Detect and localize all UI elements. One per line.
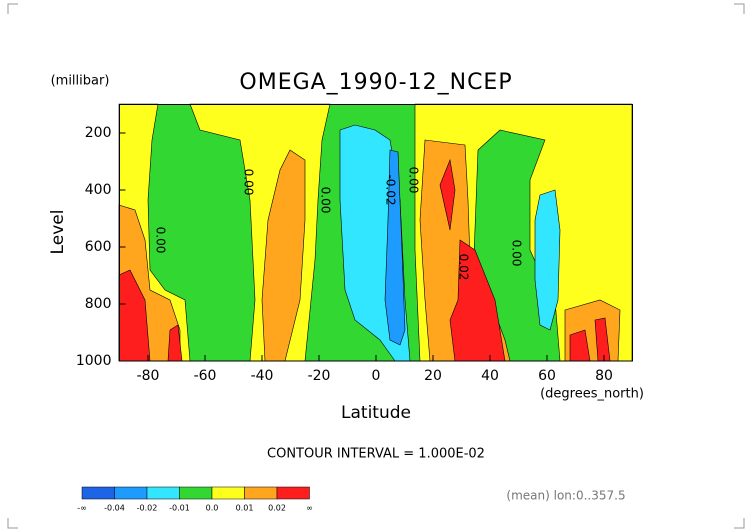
contour-interval: CONTOUR INTERVAL = 1.000E-02	[267, 447, 485, 462]
contour-label: -0.02	[384, 174, 398, 205]
footnote: (mean) lon:0..357.5	[506, 489, 625, 503]
colorbar-box	[114, 486, 148, 500]
crop-marks	[7, 3, 745, 529]
colorbar-label: 0.01	[236, 504, 254, 513]
contour-label: 0.00	[407, 167, 421, 194]
colorbar-label: -∞	[77, 504, 87, 513]
contour-region	[534, 189, 561, 331]
colorbar-box	[244, 486, 278, 500]
contour-region	[439, 158, 456, 231]
x-tick-label: 60	[538, 368, 556, 384]
colorbar-box	[276, 486, 310, 500]
y-tick-label: 600	[85, 239, 112, 255]
x-tick-label: 0	[372, 368, 381, 384]
contour-label: 0.02	[457, 254, 471, 281]
y-tick-label: 800	[85, 296, 112, 312]
colorbar-label: 0.0	[206, 504, 219, 513]
x-tick-label: -40	[251, 368, 274, 384]
contour-label: 0.00	[510, 240, 524, 267]
x-tick-label: -80	[137, 368, 160, 384]
colorbar-label: -0.02	[137, 504, 158, 513]
contour-label: 0.00	[319, 187, 333, 214]
x-tick-label: 40	[481, 368, 499, 384]
y-tick-label: 400	[85, 182, 112, 198]
colorbar-label: ∞	[306, 504, 313, 513]
x-tick-label: 20	[424, 368, 442, 384]
colorbar-box	[179, 486, 213, 500]
colorbar-box	[211, 486, 245, 500]
y-tick-label: 200	[85, 125, 112, 141]
x-tick-label: -60	[194, 368, 217, 384]
x-axis-label: Latitude	[341, 403, 411, 423]
contour-region	[384, 149, 406, 346]
y-tick-label: 1000	[76, 353, 112, 369]
x-tick-label: 80	[595, 368, 613, 384]
colorbar-label: -0.04	[104, 504, 125, 513]
chart-title: OMEGA_1990-12_NCEP	[239, 70, 512, 95]
x-tick-label: -20	[308, 368, 331, 384]
y-axis-label: Level	[48, 210, 68, 255]
y-unit: (millibar)	[51, 74, 110, 89]
colorbar-label: 0.02	[268, 504, 286, 513]
colorbar-label: -0.01	[169, 504, 190, 513]
contour-label: 0.00	[242, 169, 256, 196]
colorbar-box	[81, 486, 115, 500]
colorbar-box	[146, 486, 180, 500]
contour-label: 0.00	[154, 227, 168, 254]
x-unit: (degrees_north)	[540, 387, 644, 402]
